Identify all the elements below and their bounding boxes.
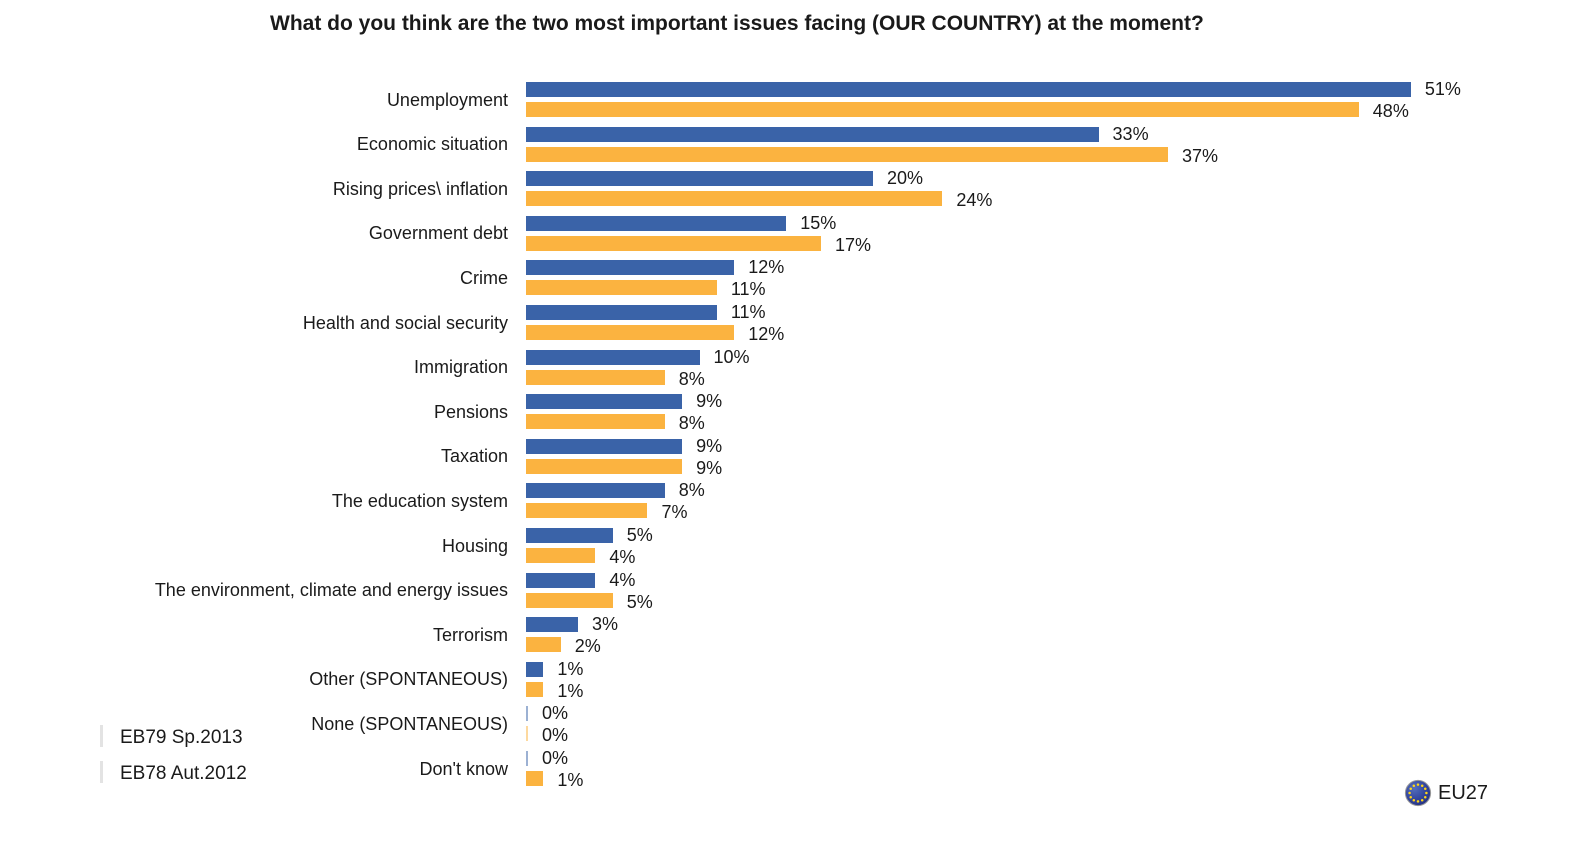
value-label-series2: 17%	[834, 234, 871, 255]
value-label-series1: 11%	[730, 302, 766, 322]
category-label: Housing	[441, 535, 508, 556]
category-label: Immigration	[413, 357, 508, 378]
bar-series1	[526, 661, 544, 677]
bar-series1	[526, 706, 528, 722]
value-label-series2: 11%	[730, 279, 766, 300]
category-label: Rising prices\ inflation	[332, 178, 508, 199]
value-label-series2: 1%	[557, 680, 584, 701]
value-label-series2: 7%	[661, 502, 688, 523]
category-label: Crime	[460, 267, 508, 288]
category-label: Don't know	[419, 758, 508, 779]
bar-series2	[526, 325, 735, 340]
category-label: Terrorism	[433, 624, 508, 645]
bar-series2	[526, 414, 665, 430]
bar-series1	[526, 483, 665, 499]
bar-series2	[526, 681, 544, 697]
value-label-series2: 9%	[696, 457, 723, 478]
bar-series1	[526, 528, 613, 543]
bar-series2	[526, 191, 943, 207]
bar-series1	[526, 215, 787, 231]
category-label: Economic situation	[356, 134, 508, 155]
bar-series1	[526, 260, 735, 276]
category-label: The education system	[331, 490, 508, 511]
value-label-series2: 1%	[557, 770, 584, 790]
category-label: Taxation	[440, 446, 508, 467]
eu-region-label: EU27	[1438, 782, 1489, 804]
value-label-series1: 0%	[542, 748, 569, 768]
bar-series2	[526, 771, 544, 786]
bar-series2	[526, 280, 717, 296]
bar-series2	[526, 102, 1359, 117]
category-label: Pensions	[433, 401, 508, 422]
value-label-series1: 8%	[678, 480, 705, 501]
value-label-series2: 12%	[748, 324, 785, 344]
bar-series1	[526, 394, 683, 410]
legend-tick-series1	[100, 725, 103, 747]
value-label-series1: 51%	[1424, 79, 1461, 99]
value-label-series2: 0%	[542, 725, 569, 746]
eu-flag-icon	[1404, 779, 1432, 807]
value-label-series1: 15%	[800, 212, 837, 233]
bar-series1	[526, 126, 1099, 142]
value-label-series2: 8%	[678, 413, 705, 434]
bar-series2	[526, 369, 665, 385]
chart-title: What do you think are the two most impor…	[270, 12, 1204, 35]
value-label-series1: 0%	[542, 703, 569, 724]
value-label-series1: 1%	[557, 658, 584, 679]
bar-series2	[526, 592, 613, 608]
bar-series1	[526, 751, 528, 766]
bar-series2	[526, 146, 1168, 162]
value-label-series1: 12%	[748, 257, 785, 278]
value-label-series2: 37%	[1181, 145, 1218, 166]
category-label: Health and social security	[302, 312, 508, 333]
value-label-series2: 48%	[1372, 101, 1409, 121]
bar-series1	[526, 171, 873, 187]
value-label-series1: 10%	[713, 346, 750, 367]
category-label: Other (SPONTANEOUS)	[309, 669, 508, 690]
value-label-series1: 3%	[592, 614, 619, 635]
value-label-series2: 2%	[574, 636, 601, 657]
bar-series1	[526, 305, 717, 320]
category-label: The environment, climate and energy issu…	[154, 580, 508, 601]
bar-series1	[526, 438, 683, 454]
value-label-series2: 5%	[626, 591, 653, 612]
value-label-series1: 33%	[1112, 123, 1149, 144]
value-label-series1: 4%	[609, 569, 636, 590]
category-label: Government debt	[368, 223, 508, 244]
bar-series2	[526, 548, 596, 563]
legend-label-eb79: EB79 Sp.2013	[120, 727, 243, 748]
bar-series1	[526, 82, 1411, 97]
value-label-series1: 20%	[887, 168, 924, 189]
value-label-series1: 9%	[696, 391, 723, 412]
bar-series1	[526, 617, 579, 633]
value-label-series1: 5%	[626, 525, 653, 545]
bar-series1	[526, 572, 596, 588]
value-label-series1: 9%	[696, 435, 723, 456]
bar-series1	[526, 349, 700, 365]
bar-series2	[526, 235, 821, 251]
value-label-series2: 24%	[956, 190, 993, 211]
legend-label-eb78: EB78 Aut.2012	[120, 763, 247, 784]
category-label: Unemployment	[386, 89, 508, 110]
value-label-series2: 4%	[609, 547, 636, 567]
legend-tick-series2	[100, 761, 103, 783]
bar-series2	[526, 637, 561, 653]
bar-series2	[526, 726, 528, 742]
category-label: None (SPONTANEOUS)	[311, 713, 508, 734]
bar-series2	[526, 458, 683, 474]
bar-series2	[526, 503, 648, 519]
value-label-series2: 8%	[678, 368, 705, 389]
